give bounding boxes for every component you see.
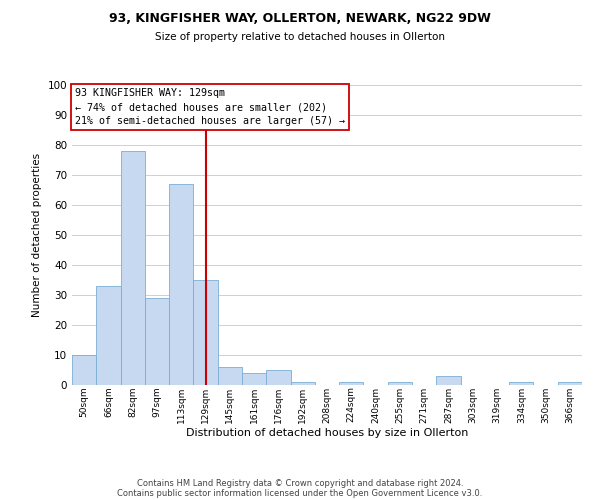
- Bar: [290, 382, 315, 385]
- Bar: [388, 382, 412, 385]
- Text: 93, KINGFISHER WAY, OLLERTON, NEWARK, NG22 9DW: 93, KINGFISHER WAY, OLLERTON, NEWARK, NG…: [109, 12, 491, 26]
- Text: Contains HM Land Registry data © Crown copyright and database right 2024.: Contains HM Land Registry data © Crown c…: [137, 478, 463, 488]
- Bar: [96, 286, 121, 385]
- Bar: [266, 370, 290, 385]
- Bar: [169, 184, 193, 385]
- Bar: [121, 151, 145, 385]
- Bar: [558, 382, 582, 385]
- Bar: [72, 355, 96, 385]
- Bar: [509, 382, 533, 385]
- Text: Size of property relative to detached houses in Ollerton: Size of property relative to detached ho…: [155, 32, 445, 42]
- Bar: [145, 298, 169, 385]
- Bar: [436, 376, 461, 385]
- Bar: [242, 373, 266, 385]
- X-axis label: Distribution of detached houses by size in Ollerton: Distribution of detached houses by size …: [186, 428, 468, 438]
- Bar: [193, 280, 218, 385]
- Y-axis label: Number of detached properties: Number of detached properties: [32, 153, 42, 317]
- Text: Contains public sector information licensed under the Open Government Licence v3: Contains public sector information licen…: [118, 488, 482, 498]
- Text: 93 KINGFISHER WAY: 129sqm
← 74% of detached houses are smaller (202)
21% of semi: 93 KINGFISHER WAY: 129sqm ← 74% of detac…: [74, 88, 344, 126]
- Bar: [339, 382, 364, 385]
- Bar: [218, 367, 242, 385]
